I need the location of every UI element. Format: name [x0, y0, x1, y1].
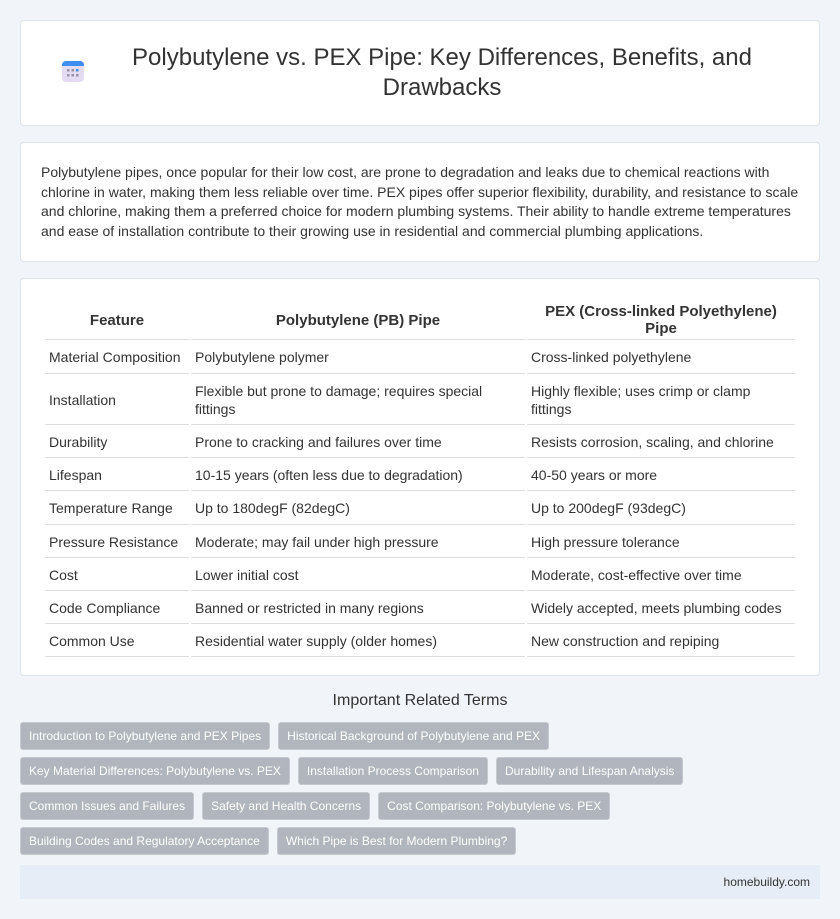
table-row: Durability Prone to cracking and failures… [45, 427, 795, 459]
table-cell: Widely accepted, meets plumbing codes [527, 593, 795, 625]
table-cell: Cost [45, 560, 189, 591]
table-cell: Moderate; may fail under high pressure [191, 527, 525, 558]
table-row: Cost Lower initial cost Moderate, cost-eff… [45, 560, 795, 591]
table-cell: Up to 180degF (82degC) [191, 493, 525, 525]
related-tag[interactable]: Installation Process Comparison [297, 757, 488, 786]
calendar-icon [61, 59, 85, 88]
table-cell: Durability [45, 427, 189, 459]
table-cell: High pressure tolerance [527, 527, 795, 558]
table-row: Lifespan 10-15 years (often less due to d… [45, 460, 795, 492]
table-cell: Polybutylene polymer [191, 342, 525, 374]
related-tag[interactable]: Cost Comparison: Polybutylene vs. PEX [378, 792, 611, 821]
table-row: Installation Flexible but prone to damage… [45, 376, 795, 425]
table-row: Pressure Resistance Moderate; may fail un… [45, 527, 795, 558]
column-header: PEX (Cross-linked Polyethylene) Pipe [527, 297, 795, 341]
table-cell: Cross-linked polyethylene [527, 342, 795, 374]
table-cell: Moderate, cost-effective over time [527, 560, 795, 591]
table-cell: New construction and repiping [527, 626, 795, 658]
intro-text: Polybutylene pipes, once popular for the… [41, 164, 799, 239]
comparison-table: Feature Polybutylene (PB) Pipe PEX (Cross-… [43, 295, 797, 659]
column-header: Polybutylene (PB) Pipe [191, 297, 525, 341]
table-cell: Flexible but prone to damage; requires s… [191, 376, 525, 425]
footer: homebuildy.com [20, 865, 820, 900]
table-cell: Resists corrosion, scaling, and chlorine [527, 427, 795, 459]
related-title: Important Related Terms [332, 692, 508, 710]
related-tag[interactable]: Which Pipe is Best for Modern Plumbing? [276, 827, 517, 856]
related-tag[interactable]: Key Material Differences: Polybutylene v… [20, 757, 290, 786]
table-cell: Up to 200degF (93degC) [527, 493, 795, 525]
table-cell: Common Use [45, 626, 189, 658]
column-header: Feature [45, 297, 189, 341]
related-tag[interactable]: Introduction to Polybutylene and PEX Pip… [20, 722, 271, 751]
table-cell: Temperature Range [45, 493, 189, 525]
table-cell: Banned or restricted in many regions [191, 593, 525, 625]
page-title: Polybutylene vs. PEX Pipe: Key Differenc… [132, 44, 752, 101]
related-tag[interactable]: Historical Background of Polybutylene an… [278, 722, 549, 751]
table-cell: Installation [45, 376, 189, 425]
table-cell: Code Compliance [45, 593, 189, 625]
table-cell: Pressure Resistance [45, 527, 189, 558]
table-row: Code Compliance Banned or restricted in m… [45, 593, 795, 625]
related-tag[interactable]: Durability and Lifespan Analysis [495, 757, 684, 786]
table-cell: 40-50 years or more [527, 460, 795, 492]
table-cell: Prone to cracking and failures over time [191, 427, 525, 459]
comparison-section: Feature Polybutylene (PB) Pipe PEX (Cross-… [20, 278, 820, 677]
table-row: Common Use Residential water supply (olde… [45, 626, 795, 658]
related-tag[interactable]: Common Issues and Failures [20, 792, 195, 821]
related-tags: Introduction to Polybutylene and PEX Pip… [20, 722, 820, 856]
table-row: Material Composition Polybutylene polymer… [45, 342, 795, 374]
related-tag[interactable]: Building Codes and Regulatory Acceptance [20, 827, 269, 856]
table-cell: Highly flexible; uses crimp or clamp fit… [527, 376, 795, 425]
table-cell: Residential water supply (older homes) [191, 626, 525, 658]
table-row: Temperature Range Up to 180degF (82degC) U… [45, 493, 795, 525]
table-cell: Material Composition [45, 342, 189, 374]
intro-section: Polybutylene pipes, once popular for the… [20, 142, 820, 263]
footer-site: homebuildy.com [723, 875, 810, 890]
table-cell: Lower initial cost [191, 560, 525, 591]
page-header: Polybutylene vs. PEX Pipe: Key Differenc… [20, 20, 820, 126]
table-cell: Lifespan [45, 460, 189, 492]
related-tag[interactable]: Safety and Health Concerns [202, 792, 371, 821]
table-cell: 10-15 years (often less due to degradati… [191, 460, 525, 492]
related-terms: Important Related Terms Introduction to … [20, 692, 820, 856]
